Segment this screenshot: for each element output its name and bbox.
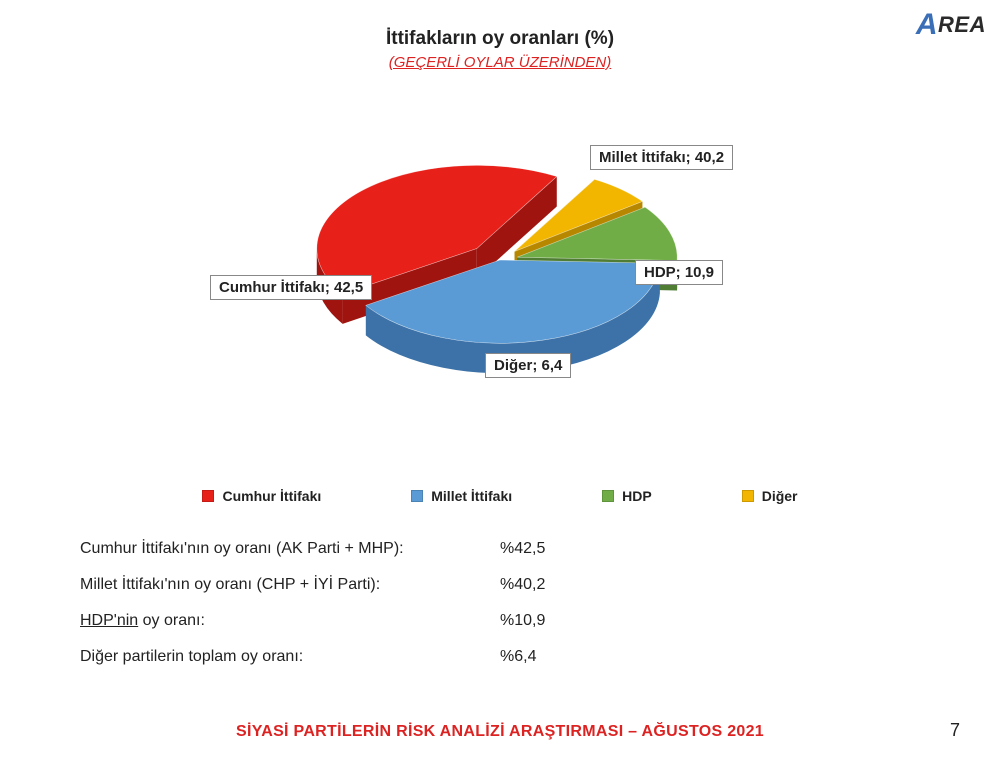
legend-swatch [202,490,214,502]
page-number: 7 [950,720,960,741]
chart-legend: Cumhur İttifakı Millet İttifakı HDP Diğer [0,488,1000,504]
details-row: Millet İttifakı'nın oy oranı (CHP + İYİ … [80,576,545,594]
chart-titles: İttifakların oy oranları (%) (GEÇERLİ OY… [0,28,1000,71]
legend-swatch [602,490,614,502]
slice-label: Millet İttifakı; 40,2 [590,145,733,170]
details-value: %40,2 [500,576,545,594]
details-value: %6,4 [500,648,536,666]
legend-label: Cumhur İttifakı [222,488,321,504]
details-label: HDP'nin oy oranı: [80,612,500,630]
details-value: %10,9 [500,612,545,630]
legend-label: Millet İttifakı [431,488,512,504]
details-row: Cumhur İttifakı'nın oy oranı (AK Parti +… [80,540,545,558]
chart-subtitle: (GEÇERLİ OYLAR ÜZERİNDEN) [0,54,1000,71]
slice-label: Diğer; 6,4 [485,353,571,378]
legend-item: Diğer [742,488,798,504]
legend-label: Diğer [762,488,798,504]
details-list: Cumhur İttifakı'nın oy oranı (AK Parti +… [80,540,545,684]
legend-item: Cumhur İttifakı [202,488,321,504]
footer-text: SİYASİ PARTİLERİN RİSK ANALİZİ ARAŞTIRMA… [0,723,1000,741]
slice-label: HDP; 10,9 [635,260,723,285]
pie-chart: Millet İttifakı; 40,2 HDP; 10,9 Diğer; 6,4… [180,85,820,445]
legend-item: Millet İttifakı [411,488,512,504]
chart-title: İttifakların oy oranları (%) [0,28,1000,50]
details-label: Cumhur İttifakı'nın oy oranı (AK Parti +… [80,540,500,558]
details-label: Millet İttifakı'nın oy oranı (CHP + İYİ … [80,576,500,594]
details-row: HDP'nin oy oranı:%10,9 [80,612,545,630]
legend-item: HDP [602,488,652,504]
slice-label: Cumhur İttifakı; 42,5 [210,275,372,300]
legend-swatch [742,490,754,502]
details-row: Diğer partilerin toplam oy oranı:%6,4 [80,648,545,666]
legend-swatch [411,490,423,502]
pie-chart-svg [180,85,820,445]
legend-label: HDP [622,488,652,504]
details-label: Diğer partilerin toplam oy oranı: [80,648,500,666]
details-value: %42,5 [500,540,545,558]
